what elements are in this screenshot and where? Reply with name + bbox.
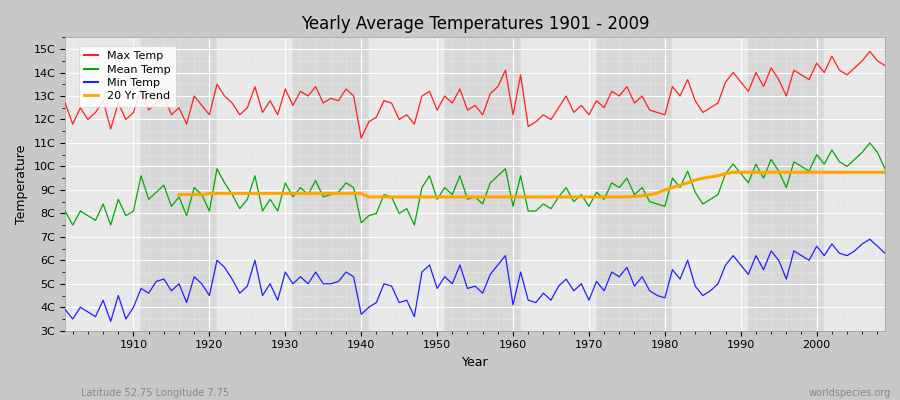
Bar: [141, 37, 217, 331]
Bar: [749, 37, 824, 331]
Bar: [824, 37, 885, 331]
Bar: [445, 37, 520, 331]
Bar: [369, 37, 445, 331]
Title: Yearly Average Temperatures 1901 - 2009: Yearly Average Temperatures 1901 - 2009: [301, 15, 649, 33]
Bar: [65, 37, 141, 331]
Text: worldspecies.org: worldspecies.org: [809, 388, 891, 398]
Text: Latitude 52.75 Longitude 7.75: Latitude 52.75 Longitude 7.75: [81, 388, 230, 398]
Bar: [217, 37, 292, 331]
Bar: [520, 37, 597, 331]
Y-axis label: Temperature: Temperature: [15, 144, 28, 224]
Bar: [292, 37, 369, 331]
X-axis label: Year: Year: [462, 356, 489, 369]
Bar: [597, 37, 672, 331]
Bar: [672, 37, 749, 331]
Legend: Max Temp, Mean Temp, Min Temp, 20 Yr Trend: Max Temp, Mean Temp, Min Temp, 20 Yr Tre…: [79, 46, 176, 107]
